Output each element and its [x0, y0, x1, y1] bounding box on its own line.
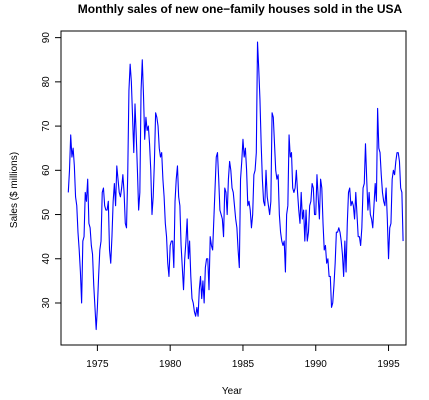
y-tick-label: 70 — [41, 120, 52, 132]
x-axis-label: Year — [222, 386, 243, 397]
x-tick-label: 1995 — [377, 359, 400, 370]
x-tick-label: 1975 — [86, 359, 109, 370]
y-tick-label: 30 — [41, 297, 52, 309]
y-tick-label: 90 — [41, 32, 52, 44]
x-tick-label: 1980 — [159, 359, 182, 370]
chart-title: Monthly sales of new one−family houses s… — [78, 2, 403, 16]
y-tick-label: 50 — [41, 209, 52, 221]
x-tick-label: 1990 — [305, 359, 328, 370]
x-tick-label: 1985 — [232, 359, 255, 370]
y-tick-label: 80 — [41, 76, 52, 88]
y-axis-label: Sales ($ millions) — [9, 152, 20, 228]
y-tick-label: 40 — [41, 253, 52, 265]
y-tick-label: 60 — [41, 164, 52, 176]
y-axis: 30 40 50 60 70 80 90 — [41, 32, 62, 309]
series-line — [67, 41, 404, 331]
plot-frame — [60, 30, 407, 346]
x-axis: 1975 1980 1985 1990 1995 — [86, 344, 400, 370]
